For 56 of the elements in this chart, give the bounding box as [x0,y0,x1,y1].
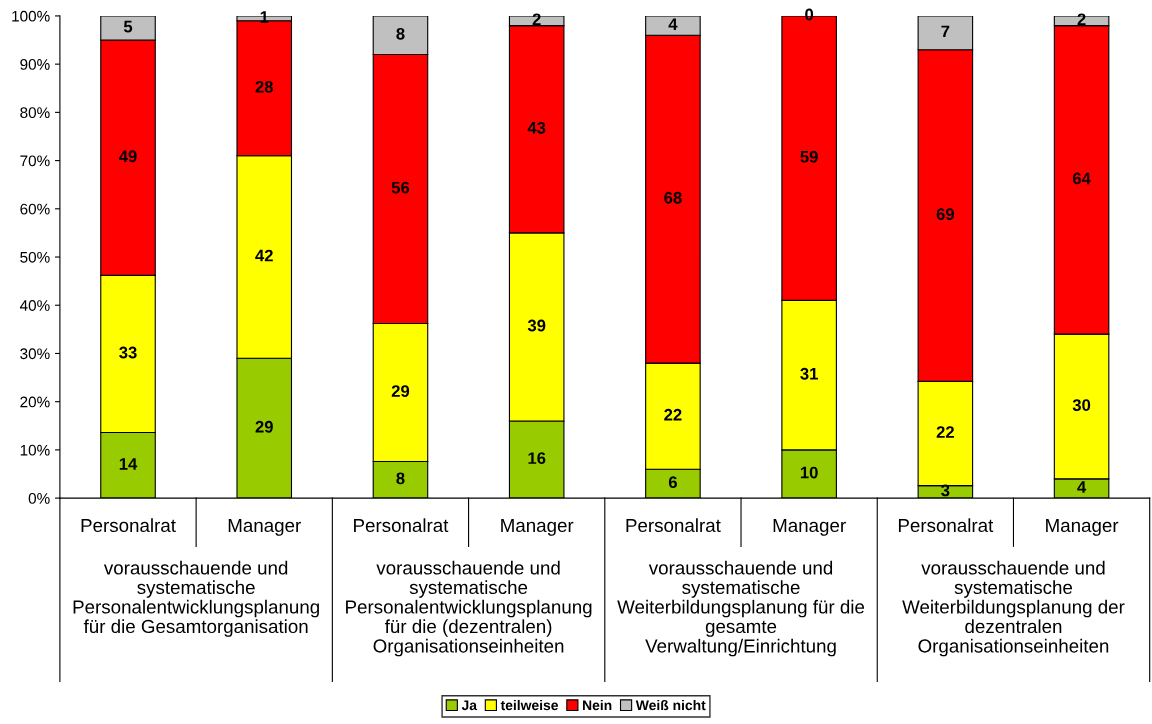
y-tick-label: 70% [20,155,50,167]
x-tick-label: Manager [501,518,574,536]
x-tick-label: Personalrat [898,518,994,533]
data-label: 29 [391,385,410,397]
data-label: 4 [1077,481,1087,493]
data-label: 59 [800,150,818,163]
y-tick-label: 20% [20,396,50,408]
text: vorausschauende und systematische Weiterbildungsplanung für die gesamte Verwaltung/Einrichtung [617,560,865,657]
legend-label: Weiß nicht [635,699,706,711]
x-tick-label: Manager [773,518,846,536]
y-tick-label: 100% [12,10,50,22]
data-label: 64 [1072,172,1091,185]
data-label: 2 [532,13,541,26]
x-tick-label: Manager [228,518,301,536]
data-label: 10 [800,466,818,479]
y-tick-label: 10% [20,444,50,456]
text: vorausschauende und systematische Weiterbildungsplanung der dezentralen Organisationseinheiten [902,560,1125,657]
data-label: 43 [527,121,546,134]
y-tick-label: 40% [19,300,50,311]
data-label: 30 [1072,399,1091,411]
y-tick-label: 30% [20,348,50,360]
legend-label: Ja [461,700,478,711]
data-label: 2 [1077,13,1086,26]
x-tick-label: Manager [1046,518,1119,536]
data-label: 39 [527,319,546,332]
data-label: 7 [941,25,950,38]
data-label: 28 [255,80,273,93]
data-label: 42 [255,249,273,262]
data-label: 5 [123,20,133,33]
y-tick-label: 60% [20,203,50,215]
legend-label: teilweise [500,699,559,711]
y-tick-label: 80% [20,107,50,119]
x-tick-label: Personalrat [626,518,721,533]
y-tick-label: 0% [28,492,50,504]
y-tick-label: 90% [20,59,50,70]
y-tick-label: 50% [20,251,50,263]
data-label: 22 [664,408,682,421]
data-label: 8 [396,472,405,485]
data-label: 68 [664,191,682,204]
data-label: 29 [255,420,273,433]
text: vorausschauende und systematische Personalentwicklungsplanung für die (dezentralen) Organisationseinheiten [346,560,592,657]
data-label: 14 [119,458,138,470]
data-label: 33 [119,346,137,359]
x-tick-label: Personalrat [354,518,449,533]
data-label: 22 [936,426,954,438]
text: vorausschauende und systematische Personalentwicklungsplanung für die Gesamtorganisation [73,560,319,637]
data-label: 16 [528,452,546,465]
x-tick-label: Personalrat [81,518,176,533]
data-label: 6 [668,476,677,489]
data-label: 31 [800,367,818,380]
data-label: 69 [936,208,955,221]
data-label: 56 [391,181,410,194]
data-label: 8 [396,27,405,40]
legend-label: Nein [583,699,612,711]
data-label: 49 [119,150,137,163]
data-label: 4 [668,18,678,30]
